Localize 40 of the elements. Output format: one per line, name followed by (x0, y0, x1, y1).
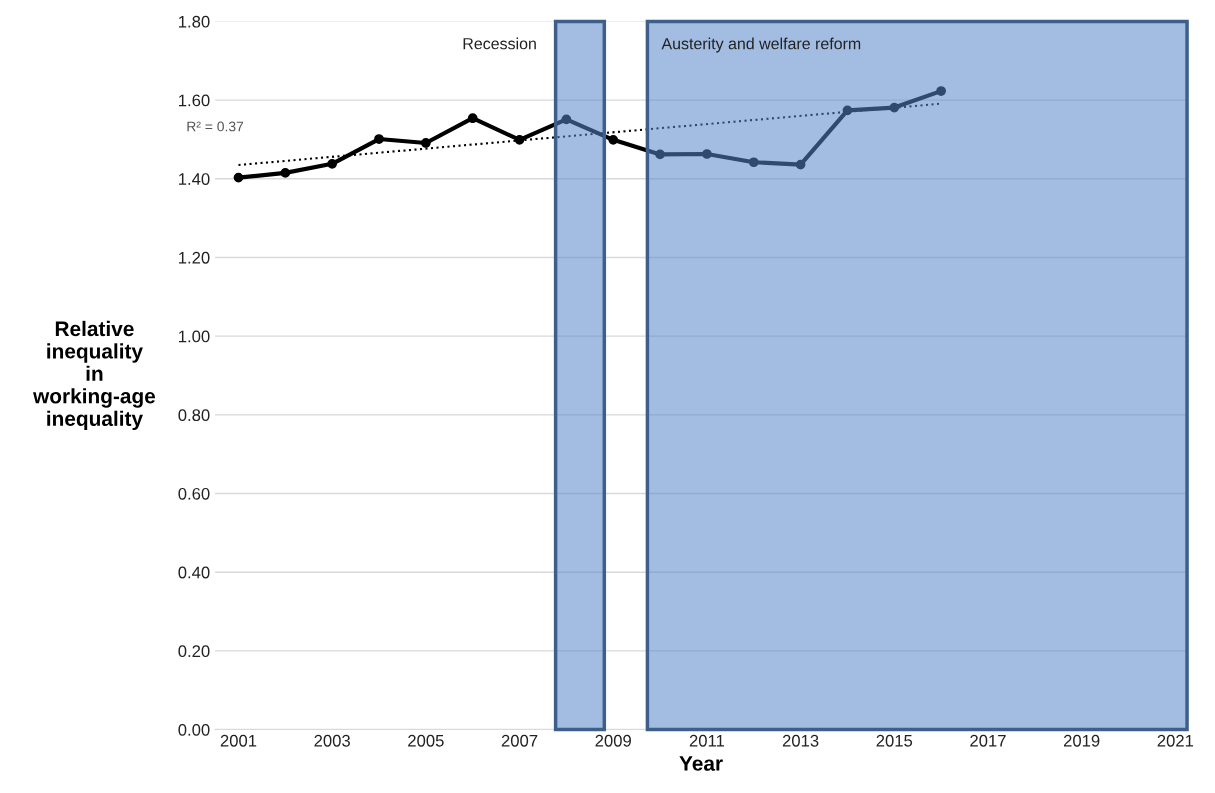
point (327, 158, 338, 169)
y-axis-title: Relative inequality in working-age inequality (33, 320, 156, 431)
y-tick-label: 0.60 (178, 487, 210, 500)
point (795, 159, 806, 170)
point (702, 149, 712, 159)
point (233, 172, 244, 183)
point (655, 149, 665, 160)
x-axis-title: Year (679, 756, 723, 771)
x-tick-label: 2009 (595, 734, 631, 747)
x-tick-label: 2021 (1157, 734, 1194, 747)
x-tick-label: 2017 (970, 734, 1006, 747)
point (936, 86, 946, 96)
y-tick-label: 1.60 (179, 94, 210, 107)
point (280, 168, 291, 178)
x-tick-label: 2013 (782, 734, 819, 747)
point (561, 114, 572, 125)
point (420, 138, 431, 148)
y-tick-label: 1.20 (179, 251, 210, 264)
x-tick-label: 2019 (1063, 734, 1100, 747)
band-label: Austerity and welfare reform (661, 37, 861, 53)
point (608, 134, 619, 145)
annotation: R² = 0.37 (187, 121, 244, 132)
point (748, 157, 759, 168)
point (467, 113, 478, 124)
point (374, 134, 384, 144)
y-tick-label: 0.80 (178, 409, 210, 422)
y-tick-label: 1.40 (179, 173, 210, 185)
y-tick-label: 1.80 (179, 15, 210, 28)
y-tick-label: 0.20 (178, 645, 210, 658)
point (514, 134, 525, 145)
y-tick-label: 0.40 (178, 566, 210, 579)
y-tick-label: 0.00 (178, 723, 210, 736)
x-tick-label: 2011 (689, 734, 725, 747)
x-tick-label: 2007 (501, 734, 538, 747)
x-tick-label: 2005 (408, 734, 444, 747)
x-tick-label: 2003 (314, 734, 350, 747)
y-tick-label: 1.00 (179, 330, 210, 343)
x-tick-label: 2015 (876, 734, 913, 747)
band-label: Recession (463, 37, 536, 50)
x-tick-label: 2001 (220, 734, 257, 747)
